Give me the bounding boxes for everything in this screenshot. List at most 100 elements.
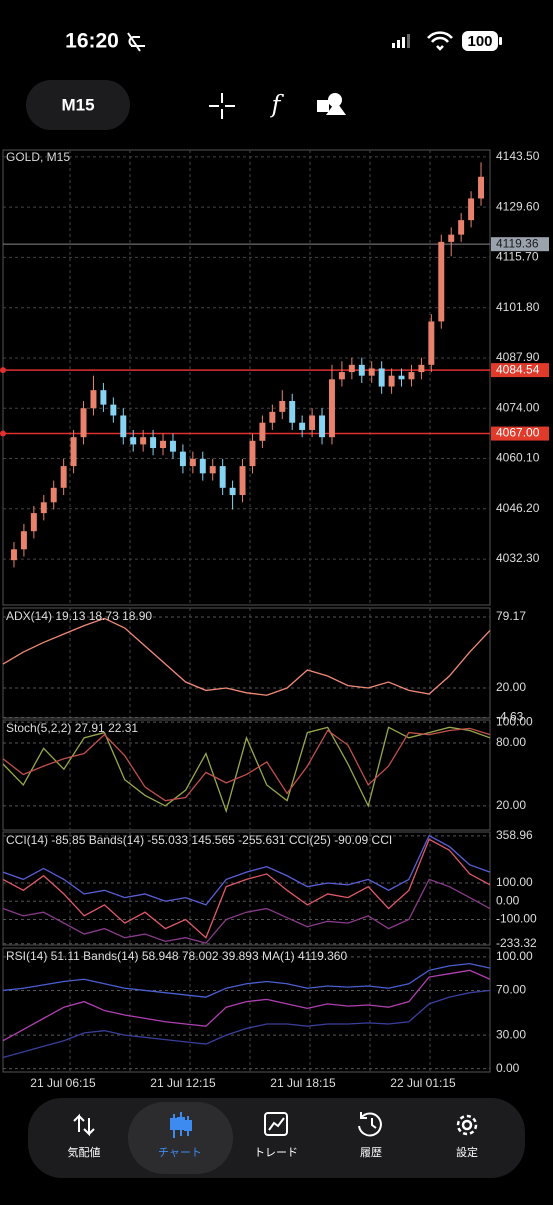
signal-icon <box>392 34 410 48</box>
level-handle <box>0 430 6 437</box>
level-label: 4067.00 <box>496 426 540 440</box>
candle-body <box>458 220 465 235</box>
candle-body <box>428 321 435 365</box>
indicator-line <box>2 878 491 944</box>
candle-body <box>150 437 157 449</box>
battery-level: 100 <box>467 33 492 50</box>
y-tick-label: 4087.90 <box>496 350 540 364</box>
y-tick-label: 4115.70 <box>496 250 539 264</box>
timeframe-button[interactable] <box>26 80 130 130</box>
candle-body <box>169 440 176 452</box>
clock: 16:20 <box>65 30 119 53</box>
battery-tip <box>499 37 502 45</box>
candle-body <box>418 364 425 373</box>
candle-body <box>189 458 196 467</box>
chart-area: GOLD, M15 4143.50 4129.60 4115.70 4101.80 408… <box>0 149 549 1090</box>
indicator-tool[interactable]: f <box>270 91 285 119</box>
candle-body <box>110 404 117 416</box>
candle-body <box>219 466 226 488</box>
candle-body <box>209 466 216 474</box>
candle-body <box>80 408 87 438</box>
panel-frame <box>2 831 491 946</box>
history-icon[interactable] <box>358 1112 382 1137</box>
tab-label[interactable]: 設定 <box>456 1145 478 1159</box>
objects-tool[interactable] <box>317 93 346 115</box>
candle-body <box>249 440 256 467</box>
y-tick-label: 358.96 <box>496 828 533 842</box>
timeframe-label[interactable]: M15 <box>61 95 94 114</box>
candle-body <box>279 401 286 412</box>
candle-body <box>259 422 266 441</box>
panel-header: Stoch(5,2,2) 27.91 22.31 <box>6 721 138 735</box>
candle-body <box>388 375 395 387</box>
indicator-line <box>2 834 491 906</box>
tab-label[interactable]: チャート <box>158 1146 202 1159</box>
candle-body <box>319 415 326 438</box>
level-handle <box>0 367 6 374</box>
panel-header: RSI(14) 51.11 Bands(14) 58.948 78.002 39… <box>6 949 347 963</box>
indicator-line <box>2 969 491 1042</box>
settings-icon[interactable] <box>456 1114 478 1136</box>
y-tick-label: 4101.80 <box>496 300 540 314</box>
y-tick-label: 4060.10 <box>496 451 540 465</box>
candle-body <box>299 422 306 430</box>
candle-body <box>368 368 375 376</box>
indicator-line <box>2 989 491 1059</box>
candle-body <box>140 437 147 445</box>
y-tick-label: 70.00 <box>496 983 526 997</box>
mute-icon <box>127 32 145 52</box>
tab-label[interactable]: 気配値 <box>68 1145 101 1159</box>
y-tick-label: -100.00 <box>496 912 537 926</box>
tab-label[interactable]: 履歴 <box>360 1146 382 1159</box>
tab-label[interactable]: トレード <box>254 1147 298 1159</box>
chart-header: GOLD, M15 <box>6 150 70 164</box>
indicator-line <box>2 617 491 696</box>
candle-body <box>100 390 107 405</box>
panel-frame <box>2 947 491 1073</box>
bid-label: 4119.36 <box>496 236 539 250</box>
crosshair-tool[interactable] <box>209 93 235 119</box>
candle-body <box>60 466 67 488</box>
wifi-icon <box>427 31 453 51</box>
panel-header: ADX(14) 19.13 18.73 18.90 <box>6 609 152 623</box>
y-tick-label: 4046.20 <box>496 501 540 515</box>
y-tick-label: 79.17 <box>496 609 526 623</box>
candle-body <box>398 375 405 380</box>
quotes-icon[interactable] <box>73 1113 95 1137</box>
indicator-line <box>2 962 491 998</box>
candle-body <box>10 549 17 561</box>
tab-bar <box>28 1098 525 1178</box>
candle-body <box>269 411 276 423</box>
y-tick-label: 100.00 <box>496 875 533 889</box>
y-tick-label: 0.00 <box>496 893 520 907</box>
candle-body <box>179 451 186 467</box>
candle-body <box>328 379 335 438</box>
candle-body <box>90 390 97 409</box>
candle-body <box>338 372 345 380</box>
indicator-line <box>2 727 491 802</box>
battery <box>462 31 498 51</box>
panel-frame <box>2 607 491 719</box>
candle-body <box>199 458 206 474</box>
chart-icon[interactable] <box>170 1112 192 1138</box>
tab-selected <box>128 1102 233 1174</box>
y-tick-label: 4032.30 <box>496 551 540 565</box>
candle-body <box>358 364 365 376</box>
candle-body <box>30 513 37 532</box>
panel-frame <box>2 719 491 831</box>
indicator-line <box>2 838 491 939</box>
candle-body <box>378 368 385 387</box>
y-tick-label: 4074.00 <box>496 400 540 414</box>
candle-body <box>438 241 445 322</box>
y-tick-label: -233.32 <box>496 936 537 950</box>
x-tick-label: 21 Jul 18:15 <box>270 1076 336 1090</box>
candle-body <box>478 176 485 199</box>
y-tick-label: -4.63 <box>496 710 524 724</box>
trade-icon[interactable] <box>264 1112 288 1136</box>
level-label: 4084.54 <box>496 362 540 376</box>
level-tag <box>491 426 549 441</box>
candle-body <box>130 437 137 445</box>
x-tick-label: 21 Jul 06:15 <box>30 1076 96 1090</box>
candle-body <box>348 364 355 373</box>
